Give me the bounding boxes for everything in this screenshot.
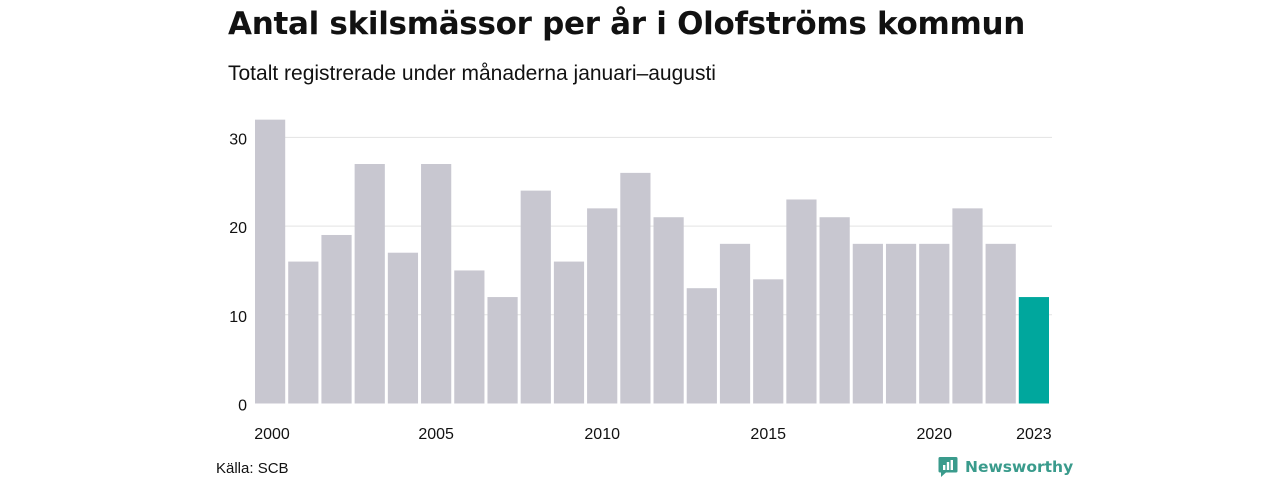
x-tick-label-2010: 2010 — [584, 426, 620, 443]
bar-2018 — [852, 243, 883, 404]
bar-2021 — [952, 208, 983, 404]
y-tick-label: 0 — [238, 398, 247, 415]
bar-2012 — [653, 217, 684, 404]
x-tick-label-2023: 2023 — [1016, 426, 1052, 443]
x-tick-label-2020: 2020 — [916, 426, 952, 443]
x-tick-label-2015: 2015 — [750, 426, 786, 443]
newsworthy-logo-icon — [938, 457, 958, 477]
bar-2007 — [487, 297, 518, 404]
bar-2013 — [686, 288, 717, 404]
bar-2002 — [321, 234, 352, 404]
bar-2019 — [885, 243, 917, 404]
bar-2014 — [719, 243, 751, 404]
bar-2017 — [819, 217, 850, 404]
brand-name: Newsworthy — [965, 458, 1074, 476]
bar-2005 — [421, 164, 452, 404]
bar-2009 — [553, 261, 585, 404]
bar-2011 — [620, 172, 651, 404]
bar-2010 — [587, 208, 618, 404]
newsworthy-brand[interactable]: Newsworthy — [938, 456, 1073, 478]
bar-2003 — [354, 164, 385, 404]
bar-2008 — [520, 190, 551, 404]
x-tick-label-2000: 2000 — [254, 426, 290, 443]
bar-2022 — [985, 243, 1016, 404]
x-tick-label-2005: 2005 — [418, 426, 454, 443]
source-note: Källa: SCB — [216, 460, 289, 477]
bar-2023 — [1018, 297, 1049, 404]
y-tick-label: 10 — [229, 309, 247, 326]
bar-2016 — [786, 199, 817, 404]
bar-2001 — [288, 261, 319, 404]
y-axis-labels: 0 10 20 30 — [229, 131, 247, 414]
bar-2004 — [387, 252, 419, 404]
y-tick-label: 20 — [229, 220, 247, 237]
bar-2020 — [919, 243, 950, 404]
chart-subtitle: Totalt registrerade under månaderna janu… — [228, 62, 716, 85]
y-tick-label: 30 — [229, 131, 247, 148]
bars — [255, 119, 1049, 404]
x-axis-labels: 2000 2005 2010 2015 2020 2023 — [254, 426, 1052, 443]
bar-2015 — [753, 279, 784, 404]
bar-2006 — [454, 270, 485, 404]
bar-2000 — [255, 119, 286, 404]
chart-title: Antal skilsmässor per år i Olofströms ko… — [228, 6, 1025, 42]
